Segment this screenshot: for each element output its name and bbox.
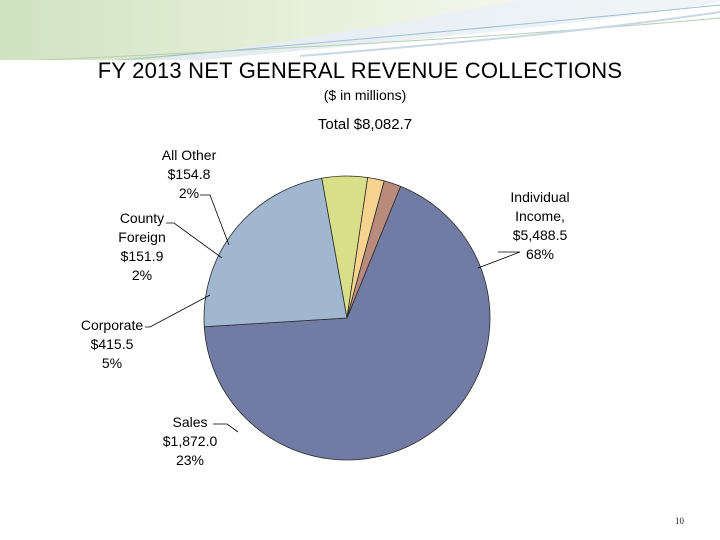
header-swoosh-decoration — [0, 0, 720, 60]
data-label-line: 5% — [101, 355, 123, 371]
pie-slice-individual-income — [203, 185, 491, 461]
data-label-line: 2% — [178, 185, 200, 201]
data-label-line: $151.9 — [120, 248, 164, 264]
pie-slice-all-other — [346, 180, 402, 319]
data-label-all-other: All Other $154.8 2% — [150, 146, 228, 203]
data-label-line: Corporate — [80, 317, 144, 333]
leader-line-corporate — [145, 294, 211, 328]
data-label-county-foreign: County Foreign $151.9 2% — [108, 209, 176, 285]
data-label-line: 23% — [175, 452, 205, 468]
data-label-line: Individual — [510, 189, 570, 205]
data-label-line: All Other — [161, 147, 217, 163]
data-label-individual-income: Individual Income, $5,488.5 68% — [500, 188, 580, 264]
data-label-line: $1,872.0 — [162, 433, 218, 449]
leader-line-county-foreign — [166, 222, 223, 259]
data-label-line: Sales — [172, 414, 208, 430]
leader-line-individual-income — [477, 251, 521, 269]
data-label-sales: Sales $1,872.0 23% — [150, 413, 230, 470]
leader-line-sales — [213, 423, 239, 433]
data-label-line: 68% — [525, 246, 555, 262]
leader-line-all-other — [200, 194, 230, 246]
data-label-line: 2% — [131, 267, 153, 283]
chart-total: Total $8,082.7 — [317, 116, 413, 133]
page-number: 10 — [675, 516, 684, 526]
data-label-line: $5,488.5 — [512, 227, 568, 243]
data-label-line: $415.5 — [90, 336, 134, 352]
data-label-line: $154.8 — [167, 166, 211, 182]
chart-title: FY 2013 NET GENERAL REVENUE COLLECTIONS — [97, 58, 623, 83]
data-label-line: Foreign — [118, 229, 166, 245]
pie-slice-sales — [203, 177, 348, 328]
data-label-corporate: Corporate $415.5 5% — [72, 316, 152, 373]
chart-subtitle: ($ in millions) — [323, 87, 407, 103]
data-label-line: Income, — [515, 208, 565, 224]
data-label-line: County — [119, 210, 165, 226]
